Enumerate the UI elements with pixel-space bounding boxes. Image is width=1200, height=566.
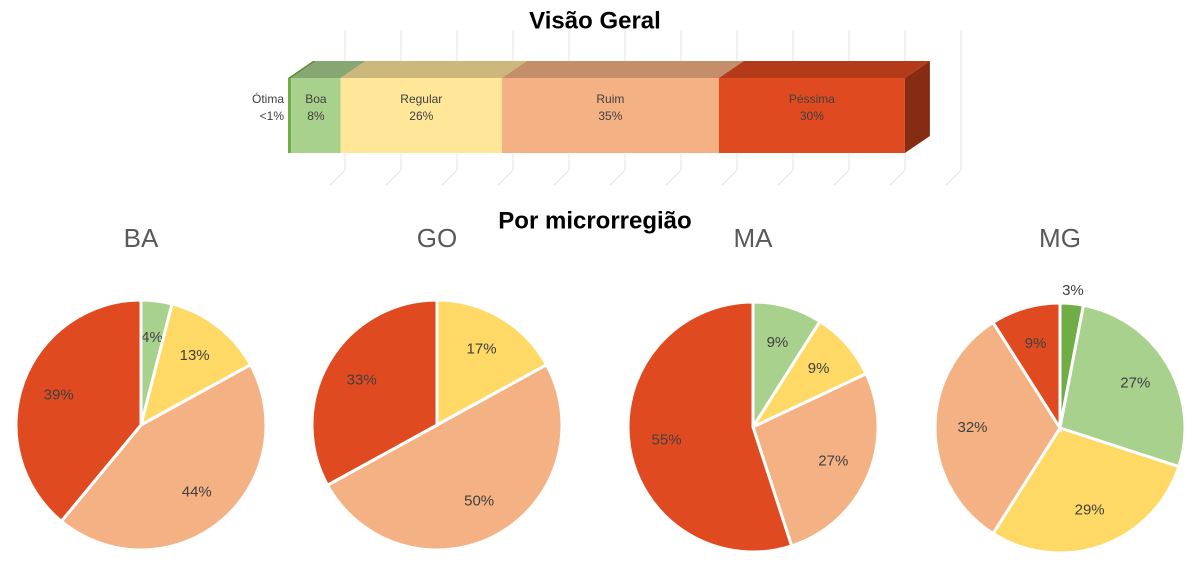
- segment-label: 8%: [307, 109, 325, 123]
- data-label: 3%: [1062, 282, 1084, 299]
- bar-side: [904, 61, 930, 153]
- pie-slice: [138, 302, 253, 428]
- pie-slice: [1058, 303, 1187, 469]
- segment-label: 30%: [800, 109, 824, 123]
- segment-name: Ruim: [596, 92, 624, 106]
- data-label: 29%: [1075, 501, 1105, 518]
- data-label: 9%: [808, 360, 830, 377]
- pie-slice: [59, 362, 268, 552]
- segment-name: Péssima: [789, 92, 835, 106]
- segment-name: Boa: [305, 92, 327, 106]
- pie-slice: [14, 298, 143, 524]
- bar-top: [288, 61, 317, 78]
- pie-slice: [751, 371, 880, 548]
- bar: [340, 78, 502, 153]
- pie-slice: [325, 362, 564, 552]
- bar-top: [718, 61, 930, 78]
- bar: [718, 78, 905, 153]
- bar-top: [291, 61, 366, 78]
- pie-title: BA: [124, 223, 159, 253]
- section-heading: Por microrregião: [498, 207, 691, 234]
- data-label: 9%: [767, 334, 789, 351]
- bar: [501, 78, 719, 153]
- data-label: 27%: [1120, 374, 1150, 391]
- data-label: 4%: [141, 329, 163, 346]
- segment-label: 26%: [409, 109, 433, 123]
- pie-slice: [990, 301, 1062, 434]
- data-label: 39%: [44, 386, 74, 403]
- data-label: 13%: [180, 347, 210, 364]
- pie-title: MA: [734, 223, 774, 253]
- pie-title: GO: [417, 223, 457, 253]
- data-label: 33%: [347, 371, 377, 388]
- data-label: 17%: [467, 341, 497, 358]
- data-label: 27%: [818, 453, 848, 470]
- pie-slice: [310, 298, 439, 488]
- data-label: 9%: [1025, 335, 1047, 352]
- bar-top: [501, 61, 744, 78]
- pie-slice: [990, 426, 1181, 555]
- segment-name: Regular: [400, 92, 442, 106]
- data-label: 32%: [957, 419, 987, 436]
- pie-slice: [626, 300, 794, 554]
- data-label: 44%: [182, 483, 212, 500]
- bar: [288, 78, 292, 153]
- chart-title: Visão Geral: [529, 7, 661, 34]
- pie-slice: [435, 298, 549, 428]
- segment-label: 35%: [598, 109, 622, 123]
- pie-slice: [933, 320, 1062, 536]
- data-label: 55%: [652, 432, 682, 449]
- bar-top: [340, 61, 527, 78]
- segment-name: Ótima: [252, 91, 284, 106]
- decor-line: [945, 30, 962, 186]
- segment-label: <1%: [260, 109, 285, 123]
- bar: [291, 78, 341, 153]
- pie-title: MG: [1039, 223, 1081, 253]
- data-label: 50%: [464, 493, 494, 510]
